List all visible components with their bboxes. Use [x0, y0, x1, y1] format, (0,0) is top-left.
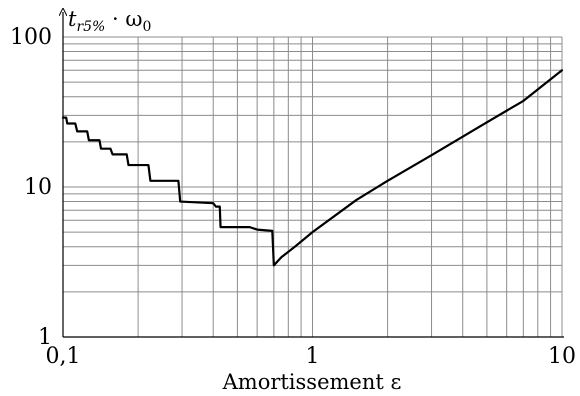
y-axis-title: tr5% · ω0 — [68, 7, 151, 35]
x-tick-label: 1 — [306, 344, 320, 369]
chart-axes — [63, 12, 564, 338]
series-line — [61, 69, 564, 267]
x-tick-label: 0,1 — [46, 344, 81, 369]
y-axis-title-main: t — [68, 7, 77, 31]
y-tick-label: 100 — [10, 25, 52, 50]
y-tick-label: 1 — [38, 325, 52, 350]
y-axis-title-sub2: 0 — [143, 19, 152, 35]
y-axis-title-sub: r5% — [76, 19, 105, 35]
y-axis-title-mid: · ω — [105, 7, 142, 31]
y-tick-label: 10 — [24, 175, 52, 200]
chart-series — [61, 69, 564, 267]
chart-grid — [62, 36, 563, 338]
x-axis-title: Amortissement ε — [222, 370, 402, 394]
x-tick-label: 10 — [548, 344, 576, 369]
